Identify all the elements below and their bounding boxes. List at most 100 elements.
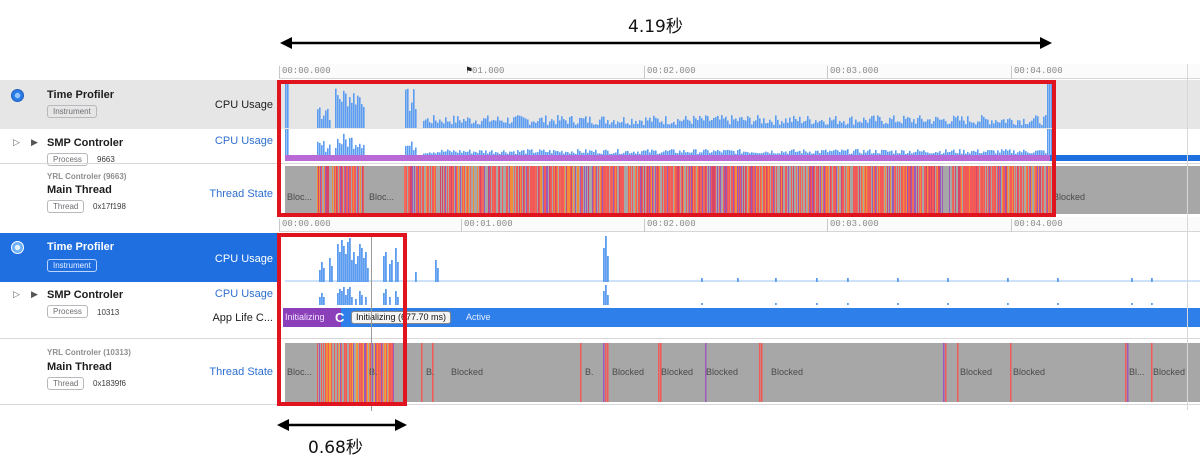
thread-state-segment: [845, 166, 846, 214]
thread-state-segment: [328, 343, 329, 402]
cpu-bar: [523, 150, 525, 155]
cpu-bar: [551, 153, 553, 155]
timeline-ruler-bottom[interactable]: 00:00.000 00:01.000 00:02.000 00:03.000 …: [279, 217, 1200, 232]
thread-state-segment: [494, 166, 495, 214]
cpu-bar: [991, 150, 993, 155]
thread-state-segment: [353, 166, 354, 214]
cpu-bar: [447, 149, 449, 155]
cpu-bar: [893, 115, 895, 128]
thread-state-segment: [733, 166, 734, 214]
cpu-bar: [717, 115, 719, 128]
disclosure-icon[interactable]: ▷: [13, 137, 20, 147]
thread-state-segment: [848, 166, 849, 214]
cpu-bar: [931, 153, 933, 155]
thread-state-segment: [761, 343, 763, 402]
cpu-bar: [413, 150, 415, 155]
bottom-thread-row[interactable]: YRL Controler (10313) Main Thread Thread…: [0, 340, 1200, 404]
cpu-bar: [575, 124, 577, 128]
top-process-cpu-graph[interactable]: [285, 129, 1200, 155]
cpu-bar: [455, 122, 457, 128]
cpu-bar: [679, 150, 681, 155]
thread-state-segment: [899, 166, 900, 214]
cpu-bar: [945, 149, 947, 155]
cpu-bar: [565, 120, 567, 128]
thread-state-segment: [498, 166, 499, 214]
expand-icon[interactable]: ▶: [31, 289, 38, 299]
playhead-line[interactable]: [371, 233, 372, 411]
thread-state-segment: [698, 166, 699, 214]
thread-state-segment: [374, 343, 375, 402]
thread-state-segment: [616, 166, 617, 214]
cpu-bar: [623, 152, 625, 155]
cpu-bar: [287, 129, 289, 155]
thread-state-segment: [1021, 166, 1022, 214]
cpu-bar: [1045, 153, 1047, 155]
disclosure-icon[interactable]: ▷: [13, 289, 20, 299]
app-lifecycle-bar[interactable]: Initializing C Initializing (677.70 ms) …: [283, 308, 1200, 327]
cpu-spike: [397, 297, 399, 305]
cpu-bar: [1013, 124, 1015, 128]
cpu-bar: [821, 119, 823, 128]
bottom-profiler-row[interactable]: Time Profiler Instrument CPU Usage: [0, 233, 1200, 282]
cpu-bar: [985, 151, 987, 155]
cpu-bar: [861, 153, 863, 155]
cpu-bar: [1027, 152, 1029, 155]
bottom-thread-state[interactable]: [285, 343, 1200, 402]
cpu-bar: [661, 152, 663, 155]
thread-state-segment: [668, 166, 669, 214]
cpu-bar: [897, 153, 899, 155]
cpu-bar: [723, 149, 725, 155]
cpu-bar: [741, 117, 743, 128]
cpu-bar: [903, 115, 905, 128]
cpu-spike: [323, 297, 325, 305]
cpu-bar: [921, 151, 923, 155]
cpu-bar: [363, 144, 365, 155]
cpu-bar: [443, 123, 445, 128]
thread-state-segment: [453, 166, 454, 214]
cpu-bar: [681, 121, 683, 128]
cpu-bar: [847, 123, 849, 128]
bottom-process-row[interactable]: ▷ ▶ SMP Controler Process 10313 CPU Usag…: [0, 282, 1200, 330]
thread-state-segment: [557, 166, 558, 214]
cpu-bar: [937, 117, 939, 128]
thread-state-segment: [452, 166, 453, 214]
thread-state-segment: [752, 166, 753, 214]
thread-state-segment: [568, 166, 569, 214]
cpu-bar: [811, 153, 813, 155]
cpu-bar: [779, 153, 781, 155]
cpu-bar: [851, 153, 853, 155]
cpu-spike: [347, 242, 349, 282]
top-thread-state[interactable]: [285, 166, 1200, 214]
thread-state-segment: [735, 166, 736, 214]
cpu-bar: [777, 153, 779, 155]
thread-state-segment: [768, 166, 769, 214]
cpu-bar: [619, 122, 621, 128]
thread-state-segment: [869, 166, 870, 214]
thread-state-segment: [970, 166, 971, 214]
cpu-bar: [601, 116, 603, 128]
thread-state-segment: [665, 166, 666, 214]
top-thread-row[interactable]: YRL Controler (9663) Main Thread Thread …: [0, 164, 1200, 216]
thread-state-segment: [386, 343, 387, 402]
timeline-ruler-top[interactable]: 00:00.000 ⚑01.000 00:02.000 00:03.000 00…: [279, 64, 1200, 79]
cpu-bar: [759, 118, 761, 128]
cpu-bar: [503, 122, 505, 128]
cpu-bar: [737, 150, 739, 155]
expand-icon[interactable]: ▶: [31, 137, 38, 147]
thread-state-segment: [715, 166, 716, 214]
cpu-bar: [633, 151, 635, 155]
bottom-cpu-graph[interactable]: [285, 234, 1200, 282]
top-cpu-graph[interactable]: [285, 84, 1200, 128]
cpu-bar: [569, 117, 571, 128]
cpu-bar: [683, 119, 685, 128]
track-label: CPU Usage: [214, 99, 273, 111]
cpu-bar: [335, 147, 337, 155]
thread-state-segment: [671, 166, 672, 214]
bottom-process-cpu-graph[interactable]: [285, 283, 1200, 305]
flag-icon[interactable]: ⚑: [466, 66, 473, 77]
thread-state-segment: [432, 166, 433, 214]
thread-state-segment: [555, 166, 556, 214]
thread-state-segment: [1005, 166, 1006, 214]
thread-state-segment: [363, 343, 364, 402]
cpu-bar: [501, 120, 503, 128]
